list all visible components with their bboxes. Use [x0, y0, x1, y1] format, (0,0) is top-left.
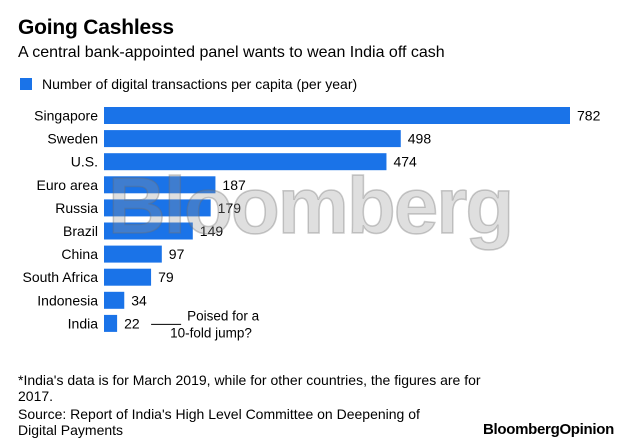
value-label-singapore: 782 — [577, 108, 601, 124]
bar-euro-area — [104, 176, 216, 194]
value-label-russia: 179 — [218, 200, 242, 216]
footnote: *India's data is for March 2019, while f… — [18, 372, 481, 404]
bar-south-africa — [104, 268, 152, 286]
brand-logo: BloombergOpinion — [483, 421, 614, 438]
bar-russia — [104, 199, 211, 217]
value-label-brazil: 149 — [200, 223, 224, 239]
chart-title: Going Cashless — [18, 16, 174, 39]
legend-label: Number of digital transactions per capit… — [42, 76, 358, 92]
source-note: Source: Report of India's High Level Com… — [18, 406, 420, 438]
bar-sweden — [104, 130, 401, 148]
brand-opinion: Opinion — [559, 421, 614, 438]
bar-brazil — [104, 222, 193, 240]
bar-u-s — [104, 153, 387, 171]
value-label-sweden: 498 — [408, 131, 432, 147]
brand-bloomberg: Bloomberg — [482, 421, 560, 438]
bar-india — [104, 314, 118, 332]
legend: Number of digital transactions per capit… — [20, 76, 357, 92]
value-label-china: 97 — [169, 246, 185, 262]
category-label-india: India — [68, 315, 99, 331]
annotation-line-2: 10-fold jump? — [170, 325, 252, 340]
category-label-brazil: Brazil — [63, 223, 98, 239]
category-label-south-africa: South Africa — [23, 269, 99, 285]
chart-subtitle: A central bank-appointed panel wants to … — [18, 44, 445, 61]
value-label-u-s: 474 — [393, 154, 417, 170]
value-label-south-africa: 79 — [158, 269, 174, 285]
bar-chart: Singapore 782 Sweden 498 U.S. 474 Euro area 187… — [23, 107, 601, 340]
value-label-india: 22 — [124, 315, 140, 331]
category-label-china: China — [61, 246, 98, 262]
legend-swatch — [20, 78, 32, 90]
annotation-line-1: Poised for a — [187, 308, 260, 323]
bar-singapore — [104, 107, 570, 124]
bar-indonesia — [104, 291, 125, 309]
category-label-russia: Russia — [55, 200, 98, 216]
category-label-u-s: U.S. — [71, 154, 98, 170]
category-label-indonesia: Indonesia — [37, 292, 98, 308]
value-label-indonesia: 34 — [131, 292, 147, 308]
category-label-euro-area: Euro area — [37, 177, 99, 193]
value-label-euro-area: 187 — [222, 177, 246, 193]
category-label-sweden: Sweden — [47, 131, 98, 147]
category-label-singapore: Singapore — [34, 108, 98, 124]
bar-china — [104, 245, 162, 263]
